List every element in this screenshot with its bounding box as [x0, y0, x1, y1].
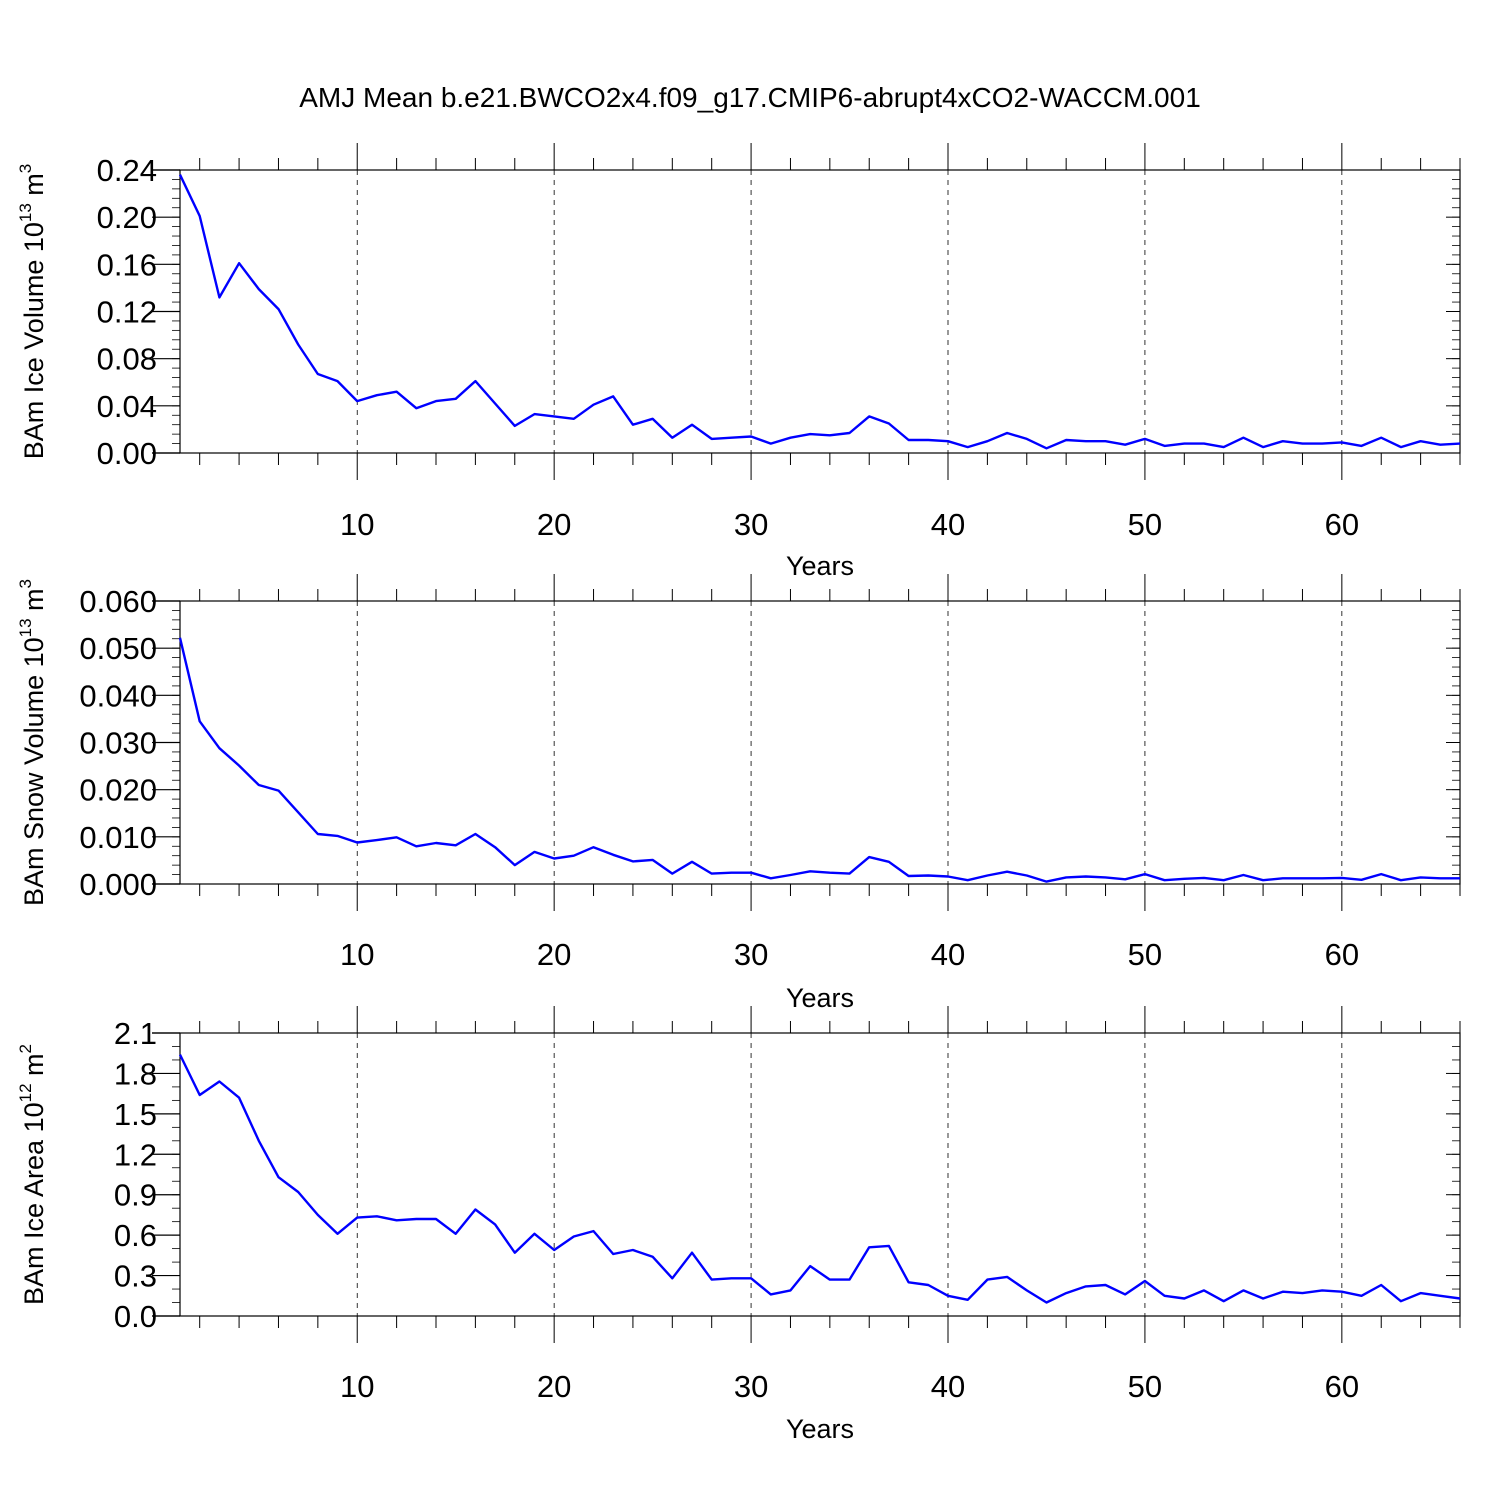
y-axis-title-unit: m — [19, 173, 49, 203]
x-axis-title: Years — [786, 983, 854, 1013]
x-tick-label: 40 — [931, 1369, 965, 1404]
y-tick-label: 0.12 — [97, 295, 157, 330]
x-tick-label: 50 — [1128, 507, 1162, 542]
plot-frame — [179, 169, 1461, 454]
x-axis-title: Years — [786, 551, 854, 581]
chart-title: AMJ Mean b.e21.BWCO2x4.f09_g17.CMIP6-abr… — [299, 82, 1201, 113]
y-tick-label: 0.20 — [97, 200, 157, 235]
y-axis-title: BAm Ice Volume 1013 m3 — [16, 164, 49, 460]
y-tick-label: 0.3 — [114, 1259, 157, 1294]
y-tick-label: 1.2 — [114, 1137, 157, 1172]
x-tick-label: 50 — [1128, 937, 1162, 972]
y-axis-title-prefix: BAm Ice Area 10 — [19, 1102, 49, 1305]
chart-panel-3: 0.0 0.3 0.6 0.9 1.2 1.5 1.8 2.1 10 20 30 40 50 60 Year… — [16, 1006, 1461, 1444]
chart-panel-2: 0.000 0.010 0.020 0.030 0.040 0.050 0.060 10 20 3… — [16, 574, 1461, 1013]
y-tick-label: 0.6 — [114, 1218, 157, 1253]
x-tick-label: 30 — [734, 507, 768, 542]
x-tick-label: 60 — [1325, 1369, 1359, 1404]
y-axis-title-prefix: BAm Snow Volume 10 — [19, 637, 49, 906]
x-tick-label: 30 — [734, 937, 768, 972]
y-axis-title-unit: m — [19, 588, 49, 618]
y-axis-title-exponent: 13 — [16, 618, 35, 637]
series-line — [178, 174, 1461, 450]
plot-frame — [179, 1032, 1461, 1317]
y-tick-label: 0.040 — [79, 678, 157, 713]
y-axis-title-unit-exponent: 3 — [16, 164, 35, 173]
x-tick-label: 10 — [340, 507, 374, 542]
y-axis-title-prefix: BAm Ice Volume 10 — [19, 222, 49, 459]
x-axis-title: Years — [786, 1414, 854, 1444]
y-axis-title-exponent: 12 — [16, 1083, 35, 1102]
y-axis-title: BAm Ice Area 1012 m2 — [16, 1044, 49, 1305]
x-tick-label: 40 — [931, 937, 965, 972]
x-tick-label: 10 — [340, 937, 374, 972]
y-tick-label: 0.010 — [79, 820, 157, 855]
x-tick-label: 20 — [537, 937, 571, 972]
y-tick-label: 0.04 — [97, 389, 157, 424]
y-tick-label: 0.0 — [114, 1299, 157, 1334]
x-tick-label: 60 — [1325, 937, 1359, 972]
y-tick-label: 0.050 — [79, 631, 157, 666]
series-line — [178, 637, 1460, 883]
chart-panel-1: 0.00 0.04 0.08 0.12 0.16 0.20 0.24 10 20 30 40 50 60… — [16, 143, 1461, 581]
y-tick-label: 0.16 — [97, 247, 157, 282]
y-axis-title: BAm Snow Volume 1013 m3 — [16, 579, 49, 906]
y-tick-label: 0.060 — [79, 584, 157, 619]
x-tick-label: 60 — [1325, 507, 1359, 542]
y-tick-label: 1.5 — [114, 1097, 157, 1132]
y-tick-label: 2.1 — [114, 1016, 157, 1051]
y-axis-title-unit-exponent: 3 — [16, 579, 35, 588]
y-tick-label: 0.030 — [79, 726, 157, 761]
y-axis-title-unit-exponent: 2 — [16, 1044, 35, 1053]
y-tick-label: 0.08 — [97, 342, 157, 377]
series-line — [178, 1054, 1461, 1304]
y-axis-title-unit: m — [19, 1053, 49, 1083]
x-tick-label: 10 — [340, 1369, 374, 1404]
y-tick-label: 0.24 — [97, 153, 157, 188]
y-tick-label: 0.9 — [114, 1178, 157, 1213]
y-tick-label: 0.00 — [97, 436, 157, 471]
x-tick-label: 40 — [931, 507, 965, 542]
y-tick-label: 0.000 — [79, 867, 157, 902]
x-tick-label: 50 — [1128, 1369, 1162, 1404]
x-tick-label: 20 — [537, 507, 571, 542]
x-tick-label: 30 — [734, 1369, 768, 1404]
y-tick-label: 1.8 — [114, 1056, 157, 1091]
y-axis-title-exponent: 13 — [16, 203, 35, 222]
y-tick-label: 0.020 — [79, 773, 157, 808]
x-tick-label: 20 — [537, 1369, 571, 1404]
